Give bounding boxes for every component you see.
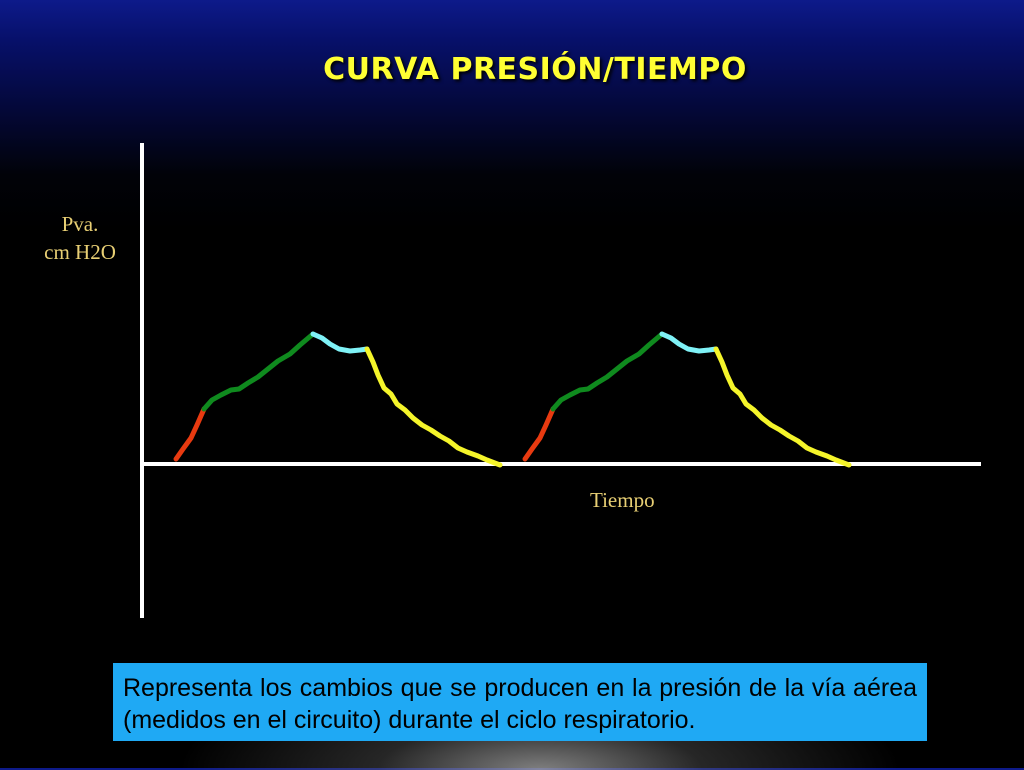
pressure-curve [173,331,852,468]
y-axis-label: Pva. cm H2O [20,210,140,266]
curve-segment-rise-cycle-1 [201,331,316,412]
curve-segment-rise-cycle-2 [550,331,665,412]
curve-segment-plateau-cycle-2 [659,331,719,354]
curve-segment-fall-cycle-1 [364,346,503,468]
slide-title: CURVA PRESIÓN/TIEMPO [323,52,747,87]
y-axis-label-line2: cm H2O [44,240,116,264]
curve-segment-fall-cycle-2 [713,346,852,468]
caption-box: Representa los cambios que se producen e… [113,663,927,741]
curve-segment-initial-rise-cycle-2 [522,406,556,462]
curve-segment-plateau-cycle-1 [310,331,370,354]
curve-segment-initial-rise-cycle-1 [173,406,207,462]
y-axis-label-line1: Pva. [61,212,99,236]
x-axis-label: Tiempo [590,488,655,512]
